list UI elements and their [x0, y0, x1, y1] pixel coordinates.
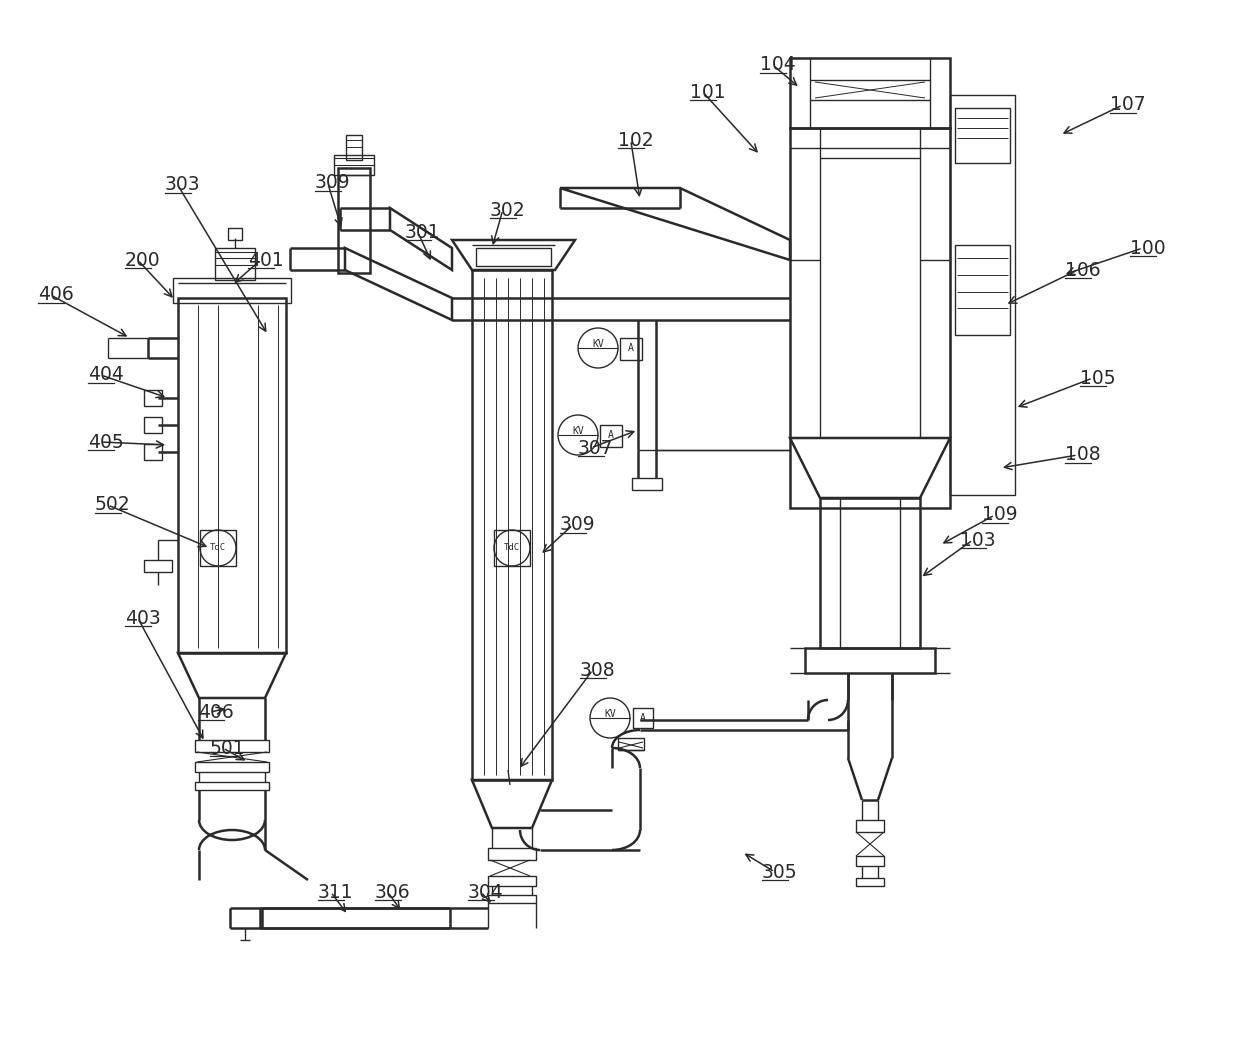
Text: KV: KV — [604, 709, 616, 719]
Text: KV: KV — [572, 426, 584, 436]
Bar — [790, 128, 950, 508]
Bar — [144, 445, 162, 460]
Text: 308: 308 — [580, 660, 615, 680]
Bar — [632, 708, 653, 728]
Bar — [494, 530, 529, 566]
Text: 200: 200 — [125, 251, 161, 270]
Bar — [195, 782, 269, 790]
Text: 106: 106 — [1065, 260, 1101, 279]
Text: 309: 309 — [560, 515, 595, 534]
Bar — [200, 530, 236, 566]
Bar — [472, 270, 552, 780]
Bar — [489, 895, 536, 903]
Bar — [334, 155, 374, 175]
Text: TdC: TdC — [210, 543, 226, 553]
Text: A: A — [629, 342, 634, 353]
Text: 305: 305 — [763, 863, 797, 882]
Bar — [489, 848, 536, 860]
Bar — [632, 478, 662, 490]
Text: 304: 304 — [467, 883, 503, 902]
Text: 406: 406 — [198, 703, 234, 721]
Bar — [215, 248, 255, 280]
Text: 309: 309 — [315, 174, 351, 193]
Text: 108: 108 — [1065, 446, 1101, 464]
Bar — [339, 168, 370, 273]
Bar — [195, 762, 269, 772]
Bar — [955, 245, 1011, 335]
Bar — [489, 875, 536, 886]
Text: 107: 107 — [1110, 96, 1146, 115]
Text: 403: 403 — [125, 609, 161, 628]
Text: A: A — [608, 430, 614, 440]
Bar — [618, 738, 644, 750]
Text: 406: 406 — [38, 285, 73, 305]
Bar — [228, 228, 242, 240]
Text: 404: 404 — [88, 365, 124, 384]
Text: 101: 101 — [689, 82, 725, 102]
Text: 301: 301 — [405, 223, 440, 242]
Text: KV: KV — [593, 339, 604, 349]
Text: 104: 104 — [760, 55, 796, 75]
Bar — [950, 95, 1016, 496]
Text: 306: 306 — [374, 883, 410, 902]
Bar — [620, 338, 642, 360]
Text: 109: 109 — [982, 506, 1018, 525]
Text: 401: 401 — [248, 251, 284, 270]
Bar — [856, 878, 884, 886]
Bar — [955, 108, 1011, 163]
Text: 302: 302 — [490, 201, 526, 220]
Text: A: A — [640, 713, 646, 723]
Bar — [144, 560, 172, 572]
Text: 502: 502 — [95, 496, 130, 514]
Text: 307: 307 — [578, 438, 614, 457]
Text: 405: 405 — [88, 432, 124, 452]
Bar — [600, 425, 622, 447]
Bar — [476, 248, 551, 266]
Text: 102: 102 — [618, 130, 653, 150]
Text: 311: 311 — [317, 883, 353, 902]
Bar — [820, 498, 920, 648]
Bar — [856, 820, 884, 832]
Bar — [144, 417, 162, 433]
Text: 100: 100 — [1130, 238, 1166, 257]
Text: TdC: TdC — [503, 543, 520, 553]
Bar — [195, 740, 269, 752]
Text: 105: 105 — [1080, 369, 1116, 387]
Bar — [346, 135, 362, 160]
Bar — [144, 390, 162, 406]
Text: 501: 501 — [210, 738, 246, 758]
Bar — [179, 298, 286, 653]
Text: 303: 303 — [165, 176, 201, 195]
Bar — [174, 278, 291, 303]
Bar — [856, 856, 884, 866]
Bar — [805, 648, 935, 672]
Text: 103: 103 — [960, 531, 996, 550]
Bar — [790, 58, 950, 128]
